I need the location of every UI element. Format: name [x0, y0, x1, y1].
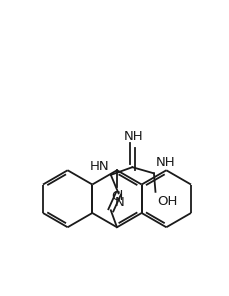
Text: N: N: [114, 197, 124, 210]
Text: NH: NH: [155, 156, 175, 169]
Text: NH: NH: [123, 130, 143, 143]
Text: HN: HN: [90, 160, 109, 173]
Text: OH: OH: [157, 195, 177, 208]
Text: Cl: Cl: [111, 190, 123, 203]
